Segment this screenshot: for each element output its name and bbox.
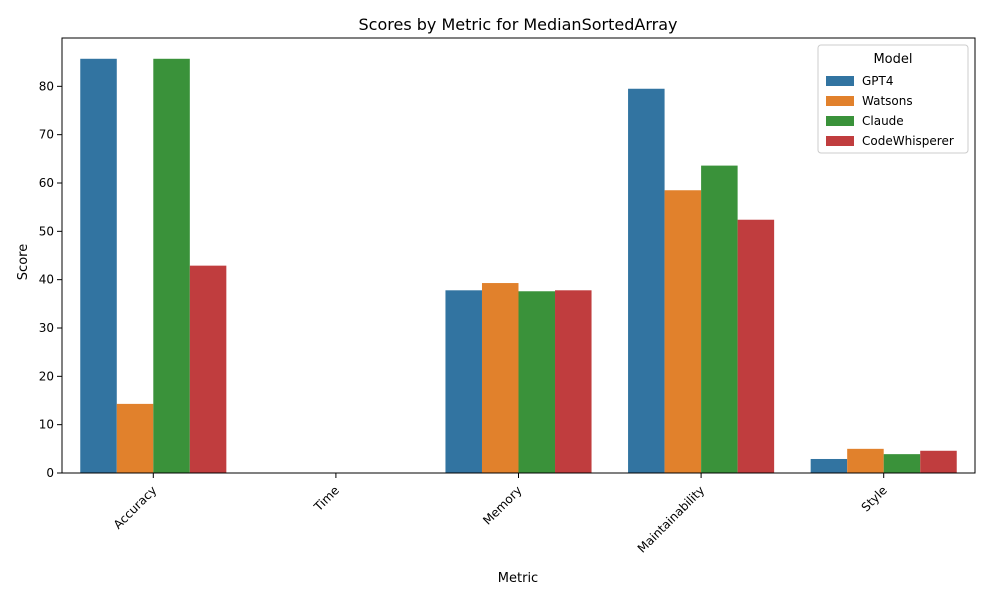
y-tick-label: 30	[39, 321, 54, 335]
bar-watsons-style	[847, 448, 884, 473]
bar-codewhisperer-style	[920, 450, 957, 473]
x-tick-label: Memory	[480, 483, 524, 527]
legend-box	[817, 44, 969, 154]
bar-claude-accuracy	[153, 58, 190, 474]
bar-claude-maintainability	[701, 165, 738, 473]
x-tick-label: Style	[859, 483, 890, 514]
y-tick-label: 40	[39, 273, 54, 287]
bar-gpt4-style	[810, 458, 848, 473]
legend-label-watsons: Watsons	[862, 94, 913, 108]
bar-gpt4-memory	[445, 290, 482, 473]
x-tick-label: Accuracy	[111, 483, 160, 532]
legend-title: Model	[873, 52, 912, 67]
y-tick-label: 70	[39, 128, 54, 142]
y-tick-label: 50	[39, 224, 54, 238]
bar-watsons-accuracy	[116, 403, 154, 473]
bar-codewhisperer-accuracy	[189, 265, 227, 473]
bar-gpt4-maintainability	[628, 88, 665, 473]
x-tick-label: Time	[311, 483, 342, 514]
bars-group	[80, 58, 957, 474]
legend-swatch-codewhisperer	[826, 136, 854, 146]
x-axis-ticks: Accuracy Time Memory Maintainability Style	[111, 473, 890, 556]
legend-label-gpt4: GPT4	[862, 74, 894, 88]
y-tick-label: 80	[39, 79, 54, 93]
y-tick-label: 10	[39, 418, 54, 432]
y-tick-label: 0	[46, 466, 54, 480]
bar-claude-style	[883, 454, 921, 473]
bar-watsons-maintainability	[664, 190, 702, 473]
chart-title: Scores by Metric for MedianSortedArray	[359, 15, 678, 34]
legend-label-codewhisperer: CodeWhisperer	[862, 134, 954, 148]
plot-frame	[61, 37, 976, 474]
legend-label-claude: Claude	[862, 114, 904, 128]
bar-watsons-memory	[481, 283, 519, 473]
bar-claude-memory	[518, 291, 556, 473]
y-axis-ticks: 0 10 20 30 40 50 60 70 80	[39, 79, 62, 480]
bar-codewhisperer-memory	[555, 290, 592, 473]
legend-swatch-claude	[826, 116, 854, 126]
bar-codewhisperer-maintainability	[737, 219, 775, 473]
x-tick-label: Maintainability	[635, 483, 707, 555]
legend-swatch-watsons	[826, 96, 854, 106]
y-axis-label: Score	[16, 244, 31, 280]
bar-gpt4-accuracy	[80, 58, 117, 474]
legend-swatch-gpt4	[826, 76, 854, 86]
y-tick-label: 20	[39, 369, 54, 383]
x-axis-label: Metric	[498, 571, 538, 586]
legend: Model GPT4 Watsons Claude CodeWhisperer	[817, 44, 969, 154]
y-tick-label: 60	[39, 176, 54, 190]
